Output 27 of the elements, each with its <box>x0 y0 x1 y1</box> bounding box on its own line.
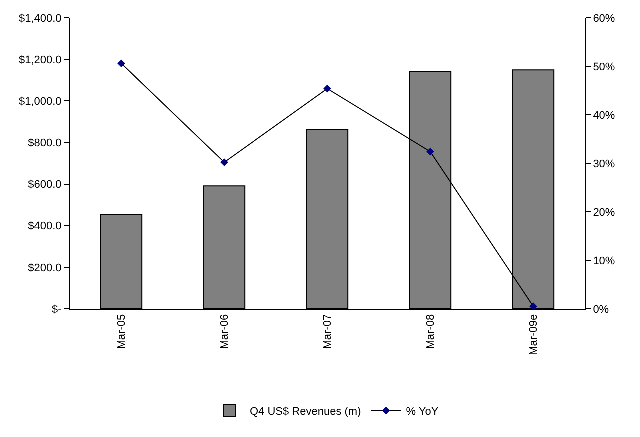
x-tick-label: Mar-08 <box>425 314 438 350</box>
x-tick-label: Mar-05 <box>116 314 128 350</box>
point <box>530 302 538 309</box>
y-tick-label: $1,200.0 <box>18 54 62 66</box>
x-tick-label: Mar-06 <box>219 314 232 350</box>
y-tick-label: $800.0 <box>28 138 62 150</box>
y2-tick-label: 10% <box>593 255 616 268</box>
y-tick-label: $1,400.0 <box>18 12 62 25</box>
y2-tick-label: 30% <box>593 158 616 170</box>
x-tick-label: Mar-07 <box>322 314 334 350</box>
y2-tick-label: 50% <box>593 61 616 74</box>
point <box>426 148 434 156</box>
point <box>220 158 228 166</box>
y-tick-label: $400.0 <box>28 220 62 233</box>
y-tick-label: $600.0 <box>28 179 62 192</box>
x-tick-label: Mar-09e <box>528 314 540 356</box>
y-tick-label: $- <box>52 304 62 316</box>
y2-tick-label: 20% <box>593 206 616 219</box>
point <box>118 60 126 68</box>
legend-label: Q4 US$ Revenues (m) <box>250 406 362 418</box>
y2-tick-label: 60% <box>593 12 616 25</box>
point <box>324 84 332 93</box>
y2-tick-label: 0% <box>593 304 610 316</box>
y-tick-label: $200.0 <box>28 262 62 274</box>
y2-tick-label: 40% <box>593 110 616 122</box>
legend-label: % YoY <box>406 406 440 418</box>
y-tick-label: $1,000.0 <box>18 96 62 108</box>
